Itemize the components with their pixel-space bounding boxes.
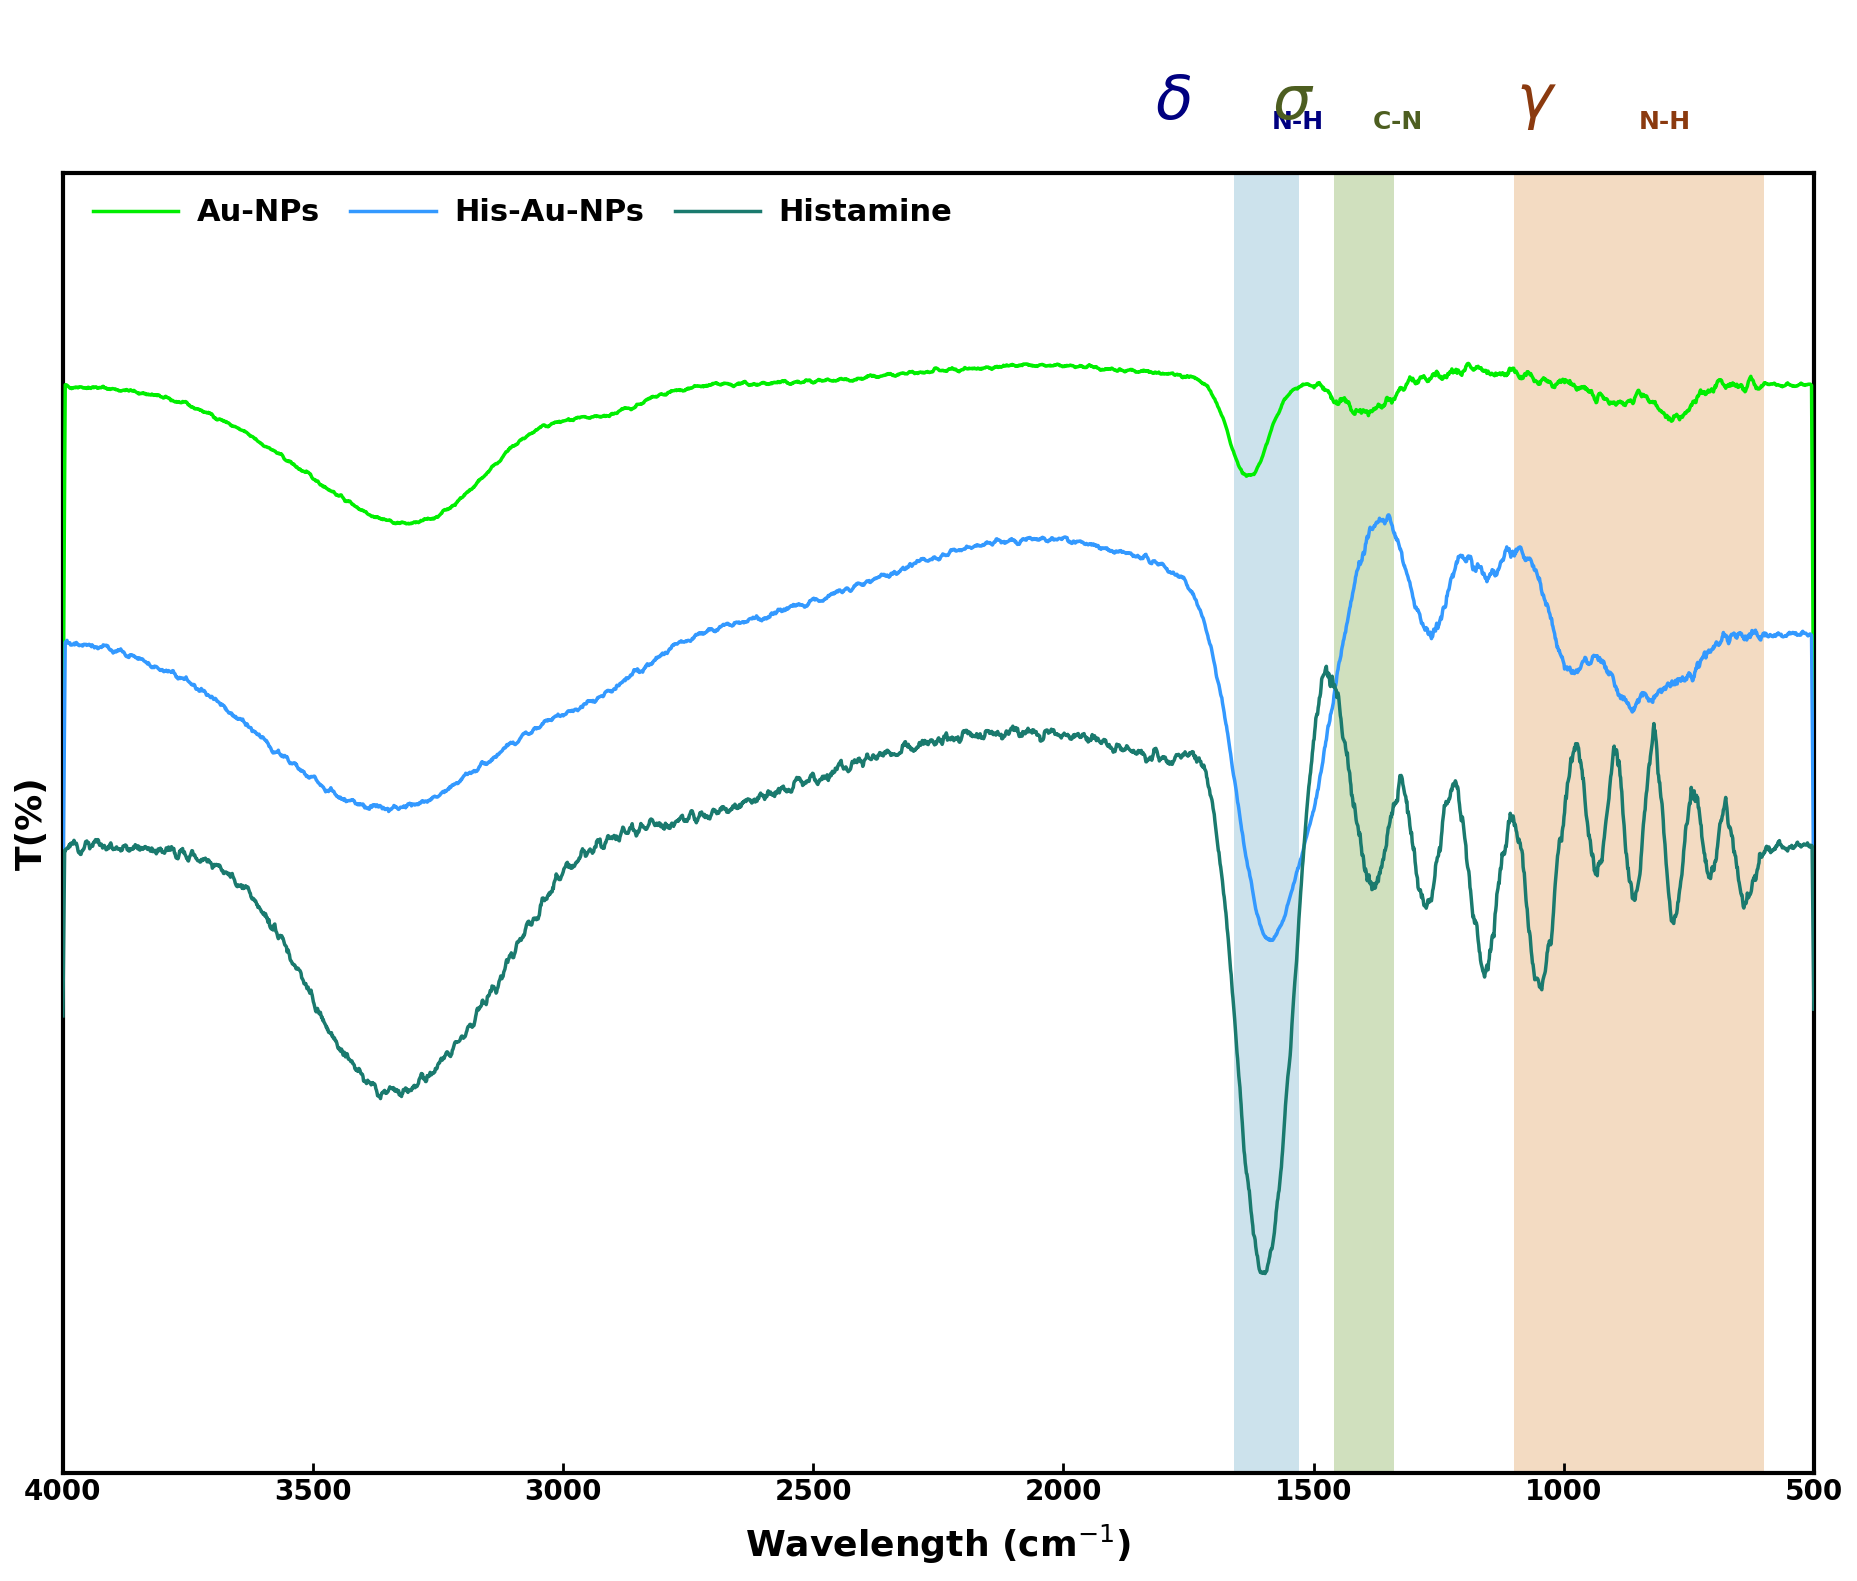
- Bar: [1513, 172, 1762, 1473]
- Line: Histamine: Histamine: [63, 666, 1812, 1274]
- Text: $\gamma$: $\gamma$: [1515, 73, 1556, 133]
- His-Au-NPs: [251, 727, 273, 746]
- Au-NPs: [1580, 381, 1603, 400]
- Histamine: [1768, 835, 1790, 854]
- His-Au-NPs: [1801, 892, 1824, 911]
- Text: C-N: C-N: [1372, 109, 1422, 134]
- His-Au-NPs: [799, 591, 821, 610]
- Histamine: [1580, 846, 1603, 865]
- Text: $\delta$: $\delta$: [1155, 73, 1190, 133]
- Line: His-Au-NPs: His-Au-NPs: [63, 515, 1812, 941]
- His-Au-NPs: [355, 798, 377, 817]
- His-Au-NPs: [1376, 506, 1398, 525]
- Histamine: [1801, 999, 1824, 1018]
- His-Au-NPs: [1580, 650, 1603, 669]
- Au-NPs: [1801, 753, 1824, 772]
- His-Au-NPs: [1259, 931, 1281, 950]
- Y-axis label: T(%): T(%): [15, 776, 48, 870]
- Text: $\sigma$: $\sigma$: [1272, 73, 1313, 133]
- Au-NPs: [722, 376, 745, 395]
- Histamine: [251, 903, 273, 922]
- His-Au-NPs: [722, 613, 745, 632]
- Legend: Au-NPs, His-Au-NPs, Histamine: Au-NPs, His-Au-NPs, Histamine: [80, 187, 964, 240]
- Au-NPs: [52, 753, 74, 772]
- Bar: [1333, 172, 1393, 1473]
- Line: Au-NPs: Au-NPs: [63, 364, 1812, 762]
- Histamine: [1253, 1265, 1276, 1284]
- Au-NPs: [1768, 376, 1790, 395]
- Histamine: [355, 1073, 377, 1092]
- Histamine: [1315, 656, 1337, 675]
- Bar: [1233, 172, 1298, 1473]
- Histamine: [722, 797, 745, 816]
- His-Au-NPs: [52, 895, 74, 914]
- Au-NPs: [799, 372, 821, 391]
- X-axis label: Wavelength (cm$^{-1}$): Wavelength (cm$^{-1}$): [745, 1523, 1131, 1567]
- His-Au-NPs: [1768, 624, 1790, 643]
- Histamine: [799, 767, 821, 786]
- Text: N-H: N-H: [1638, 109, 1690, 134]
- Histamine: [52, 1007, 74, 1026]
- Text: N-H: N-H: [1270, 109, 1322, 134]
- Au-NPs: [251, 435, 273, 454]
- Au-NPs: [1456, 354, 1478, 373]
- Au-NPs: [355, 503, 377, 522]
